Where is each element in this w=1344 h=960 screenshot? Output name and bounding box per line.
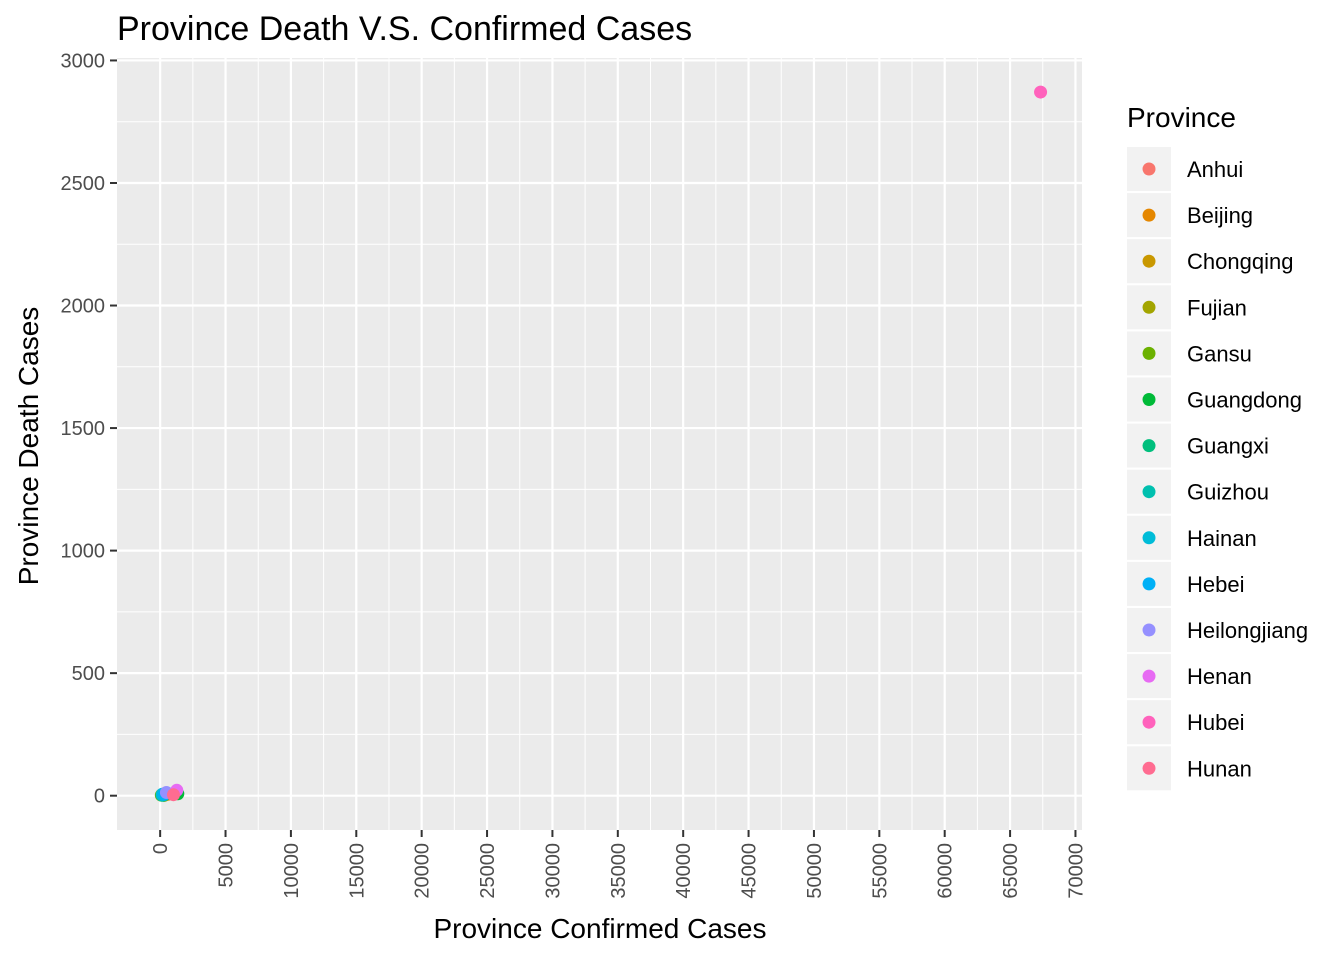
y-axis: 0 500 1000 1500 2000 2500 3000	[61, 50, 117, 808]
y-tick-label: 500	[72, 663, 105, 685]
legend-label: Beijing	[1187, 203, 1253, 228]
y-tick-label: 0	[94, 786, 105, 808]
legend-marker	[1142, 208, 1156, 222]
chart-title: Province Death V.S. Confirmed Cases	[117, 10, 692, 48]
legend-label: Gansu	[1187, 341, 1252, 366]
legend-marker	[1142, 439, 1156, 453]
x-tick-label: 45000	[739, 843, 761, 899]
x-tick-label: 10000	[281, 843, 303, 899]
legend-marker	[1142, 346, 1156, 360]
x-tick-label: 40000	[673, 843, 695, 899]
x-axis-title: Province Confirmed Cases	[433, 913, 766, 944]
legend-label: Heilongjiang	[1187, 618, 1308, 643]
legend-label: Guizhou	[1187, 480, 1269, 505]
x-tick-label: 15000	[346, 843, 368, 899]
legend-title: Province	[1127, 102, 1236, 133]
y-tick-label: 2500	[61, 173, 106, 195]
y-tick-label: 1500	[61, 418, 106, 440]
x-tick-label: 55000	[869, 843, 891, 899]
x-tick-label: 50000	[804, 843, 826, 899]
major-gridlines	[117, 58, 1082, 830]
legend-items: Anhui Beijing Chongqing Fujian Gansu Guangdon…	[1127, 147, 1308, 791]
legend-label: Guangxi	[1187, 434, 1269, 459]
legend: Province Anhui Beijing Chongqing Fujian Gans…	[1127, 102, 1308, 791]
x-tick-label: 25000	[477, 843, 499, 899]
data-point	[166, 788, 180, 802]
legend-label: Henan	[1187, 664, 1252, 689]
plot-panel	[117, 58, 1082, 830]
x-tick-label: 30000	[542, 843, 564, 899]
x-tick-label: 70000	[1065, 843, 1087, 899]
minor-gridlines	[117, 58, 1082, 830]
x-tick-label: 60000	[935, 843, 957, 899]
data-points	[154, 85, 1048, 802]
x-tick-label: 35000	[608, 843, 630, 899]
legend-label: Fujian	[1187, 295, 1247, 320]
y-tick-label: 3000	[61, 50, 106, 72]
y-tick-label: 2000	[61, 296, 106, 318]
legend-label: Hubei	[1187, 710, 1244, 735]
legend-label: Hunan	[1187, 756, 1252, 781]
x-tick-label: 65000	[1000, 843, 1022, 899]
legend-marker	[1142, 300, 1156, 314]
y-axis-title: Province Death Cases	[13, 307, 44, 586]
legend-marker	[1142, 623, 1156, 637]
y-tick-label: 1000	[61, 541, 106, 563]
legend-marker	[1142, 577, 1156, 591]
legend-marker	[1142, 761, 1156, 775]
x-tick-label: 5000	[216, 843, 238, 888]
legend-marker	[1142, 162, 1156, 176]
x-axis: 0 5000 10000 15000 20000 25000 30000 35000 40000…	[150, 830, 1087, 899]
legend-marker	[1142, 254, 1156, 268]
legend-label: Guangdong	[1187, 388, 1302, 413]
x-tick-label: 20000	[412, 843, 434, 899]
legend-label: Hebei	[1187, 572, 1244, 597]
legend-marker	[1142, 669, 1156, 683]
legend-marker	[1142, 715, 1156, 729]
data-point	[1034, 85, 1048, 99]
legend-label: Hainan	[1187, 526, 1257, 551]
legend-label: Chongqing	[1187, 249, 1293, 274]
x-tick-label: 0	[150, 843, 172, 854]
legend-marker	[1142, 531, 1156, 545]
legend-marker	[1142, 393, 1156, 406]
legend-marker	[1142, 485, 1156, 499]
legend-label: Anhui	[1187, 157, 1243, 182]
